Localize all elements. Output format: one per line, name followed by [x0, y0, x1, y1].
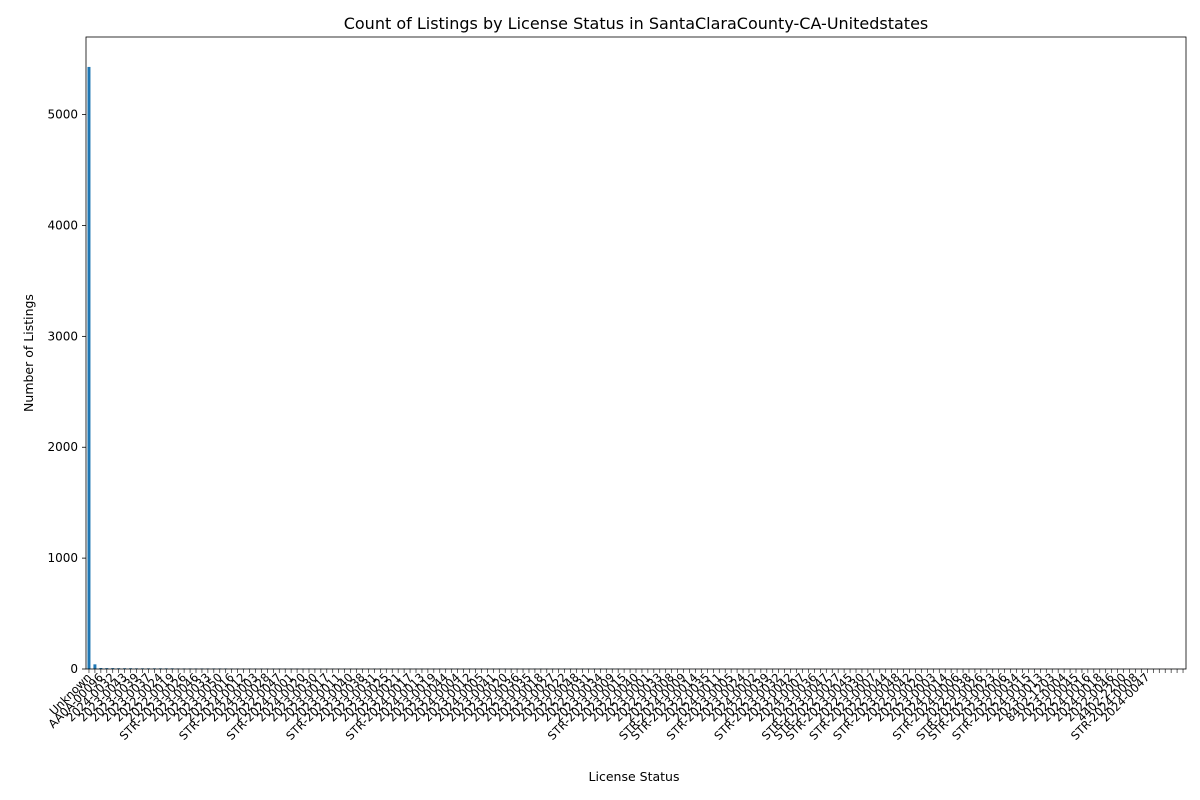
bar [93, 664, 97, 669]
axes-frame [85, 36, 1187, 670]
y-tick-label: 1000 [47, 551, 78, 565]
plot-area: 010002000300040005000UnknownAA0A-0009620… [45, 36, 1187, 743]
bar [99, 668, 103, 669]
y-tick-label: 2000 [47, 440, 78, 454]
chart-title: Count of Listings by License Status in S… [344, 14, 929, 33]
x-axis-label: License Status [589, 769, 680, 784]
bar [87, 66, 91, 669]
y-tick-label: 3000 [47, 329, 78, 343]
y-axis-label: Number of Listings [21, 294, 36, 412]
bar [105, 668, 109, 669]
bar [111, 668, 115, 669]
y-tick-label: 4000 [47, 218, 78, 232]
y-tick-label: 0 [70, 662, 78, 676]
y-tick-label: 5000 [47, 108, 78, 122]
